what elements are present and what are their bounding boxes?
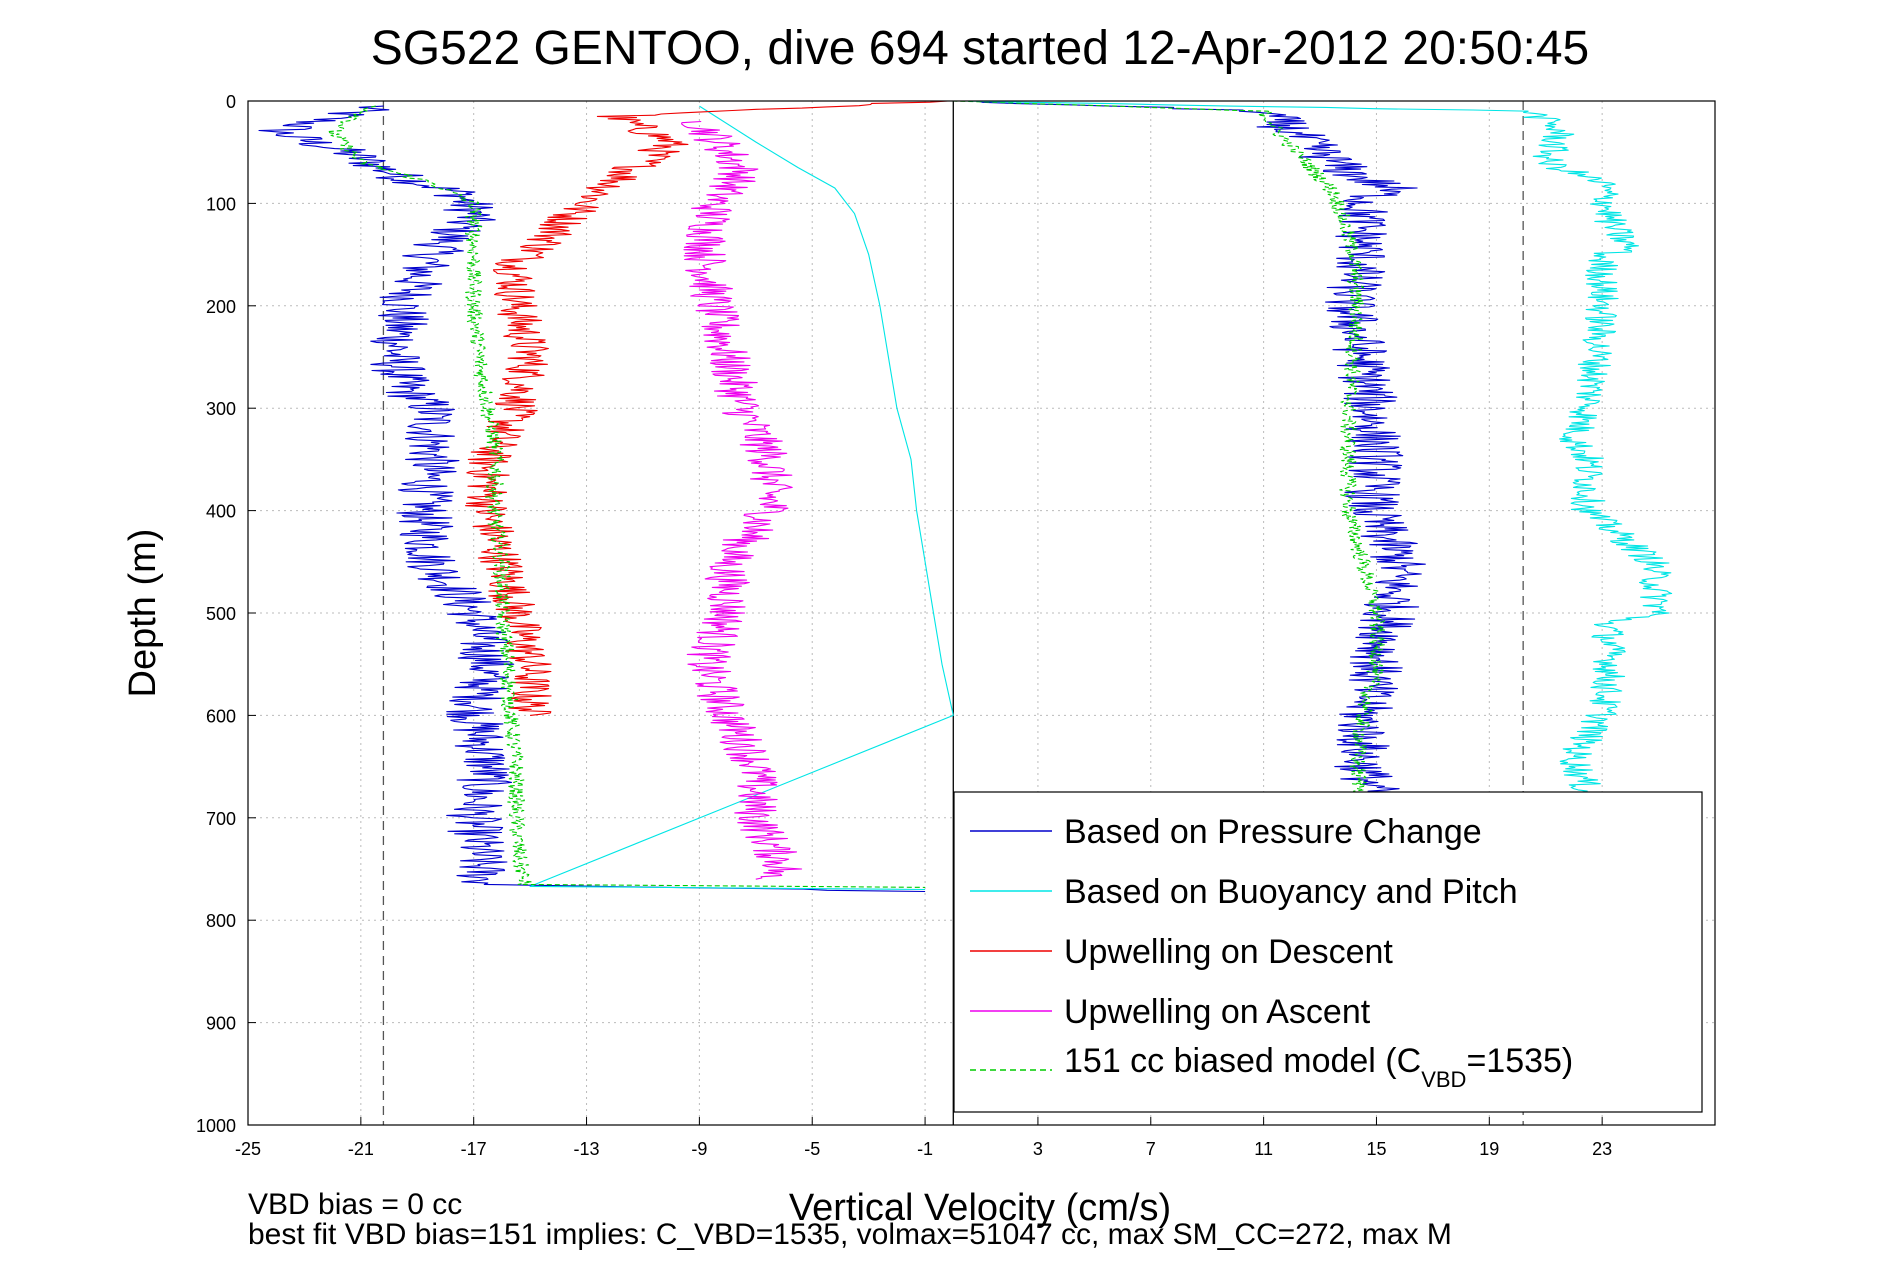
x-tick-label: -5 — [804, 1139, 820, 1159]
y-tick-label: 400 — [206, 502, 236, 522]
series-line-1 — [529, 105, 954, 891]
y-tick-label: 700 — [206, 809, 236, 829]
series-line-5 — [976, 100, 1426, 798]
x-tick-label: 15 — [1366, 1139, 1386, 1159]
y-tick-label: 900 — [206, 1014, 236, 1034]
x-tick-label: -17 — [461, 1139, 487, 1159]
y-tick-label: 0 — [226, 92, 236, 112]
series-line-2 — [465, 100, 948, 716]
series-layer — [258, 100, 1673, 893]
y-tick-label: 100 — [206, 194, 236, 214]
x-tick-label: -1 — [917, 1139, 933, 1159]
reference-lines — [382, 101, 1524, 1125]
legend-label-biased-model: 151 cc biased model (CVBD=1535) — [1064, 1042, 1573, 1092]
legend-label-pressure-change: Based on Pressure Change — [1064, 813, 1482, 851]
series-line-6 — [952, 100, 1386, 798]
legend-label-upwelling-ascent: Upwelling on Ascent — [1064, 993, 1371, 1031]
x-tick-label: 11 — [1254, 1139, 1273, 1159]
y-tick-label: 600 — [206, 706, 236, 726]
axis-ticks: -25 -21 -17 -13 -9 -5 -1 3 7 11 15 19 23010020030040… — [196, 92, 1612, 1159]
footer-best-fit: best fit VBD bias=151 implies: C_VBD=153… — [248, 1218, 1452, 1251]
x-axis-label: Vertical Velocity (cm/s) — [789, 1187, 1171, 1229]
x-tick-label: 23 — [1592, 1139, 1612, 1159]
legend-model-suffix: =1535) — [1466, 1042, 1573, 1080]
legend-label-buoyancy-pitch: Based on Buoyancy and Pitch — [1064, 873, 1518, 911]
y-tick-label: 200 — [206, 297, 236, 317]
chart-title: SG522 GENTOO, dive 694 started 12-Apr-20… — [371, 22, 1590, 75]
legend: Based on Pressure Change Based on Buoyan… — [953, 791, 1703, 1113]
legend-box — [953, 791, 1703, 1113]
x-tick-label: -21 — [348, 1139, 374, 1159]
x-tick-label: 7 — [1146, 1139, 1156, 1159]
series-line-3 — [681, 120, 803, 880]
y-tick-label: 300 — [206, 399, 236, 419]
x-tick-label: -25 — [235, 1139, 261, 1159]
series-line-7 — [963, 100, 1673, 798]
legend-model-prefix: 151 cc biased model (C — [1064, 1042, 1421, 1080]
legend-model-subscript: VBD — [1421, 1067, 1466, 1092]
x-tick-label: 19 — [1479, 1139, 1499, 1159]
legend-label-upwelling-descent: Upwelling on Descent — [1064, 933, 1393, 971]
x-tick-label: -13 — [574, 1139, 600, 1159]
x-tick-label: 3 — [1033, 1139, 1043, 1159]
x-tick-label: -9 — [691, 1139, 707, 1159]
y-axis-label: Depth (m) — [122, 529, 164, 698]
footer-vbd-bias: VBD bias = 0 cc — [248, 1188, 462, 1221]
y-tick-label: 500 — [206, 604, 236, 624]
y-tick-label: 1000 — [196, 1116, 236, 1136]
y-tick-label: 800 — [206, 911, 236, 931]
series-line-4 — [326, 105, 926, 888]
series-line-0 — [258, 105, 926, 893]
